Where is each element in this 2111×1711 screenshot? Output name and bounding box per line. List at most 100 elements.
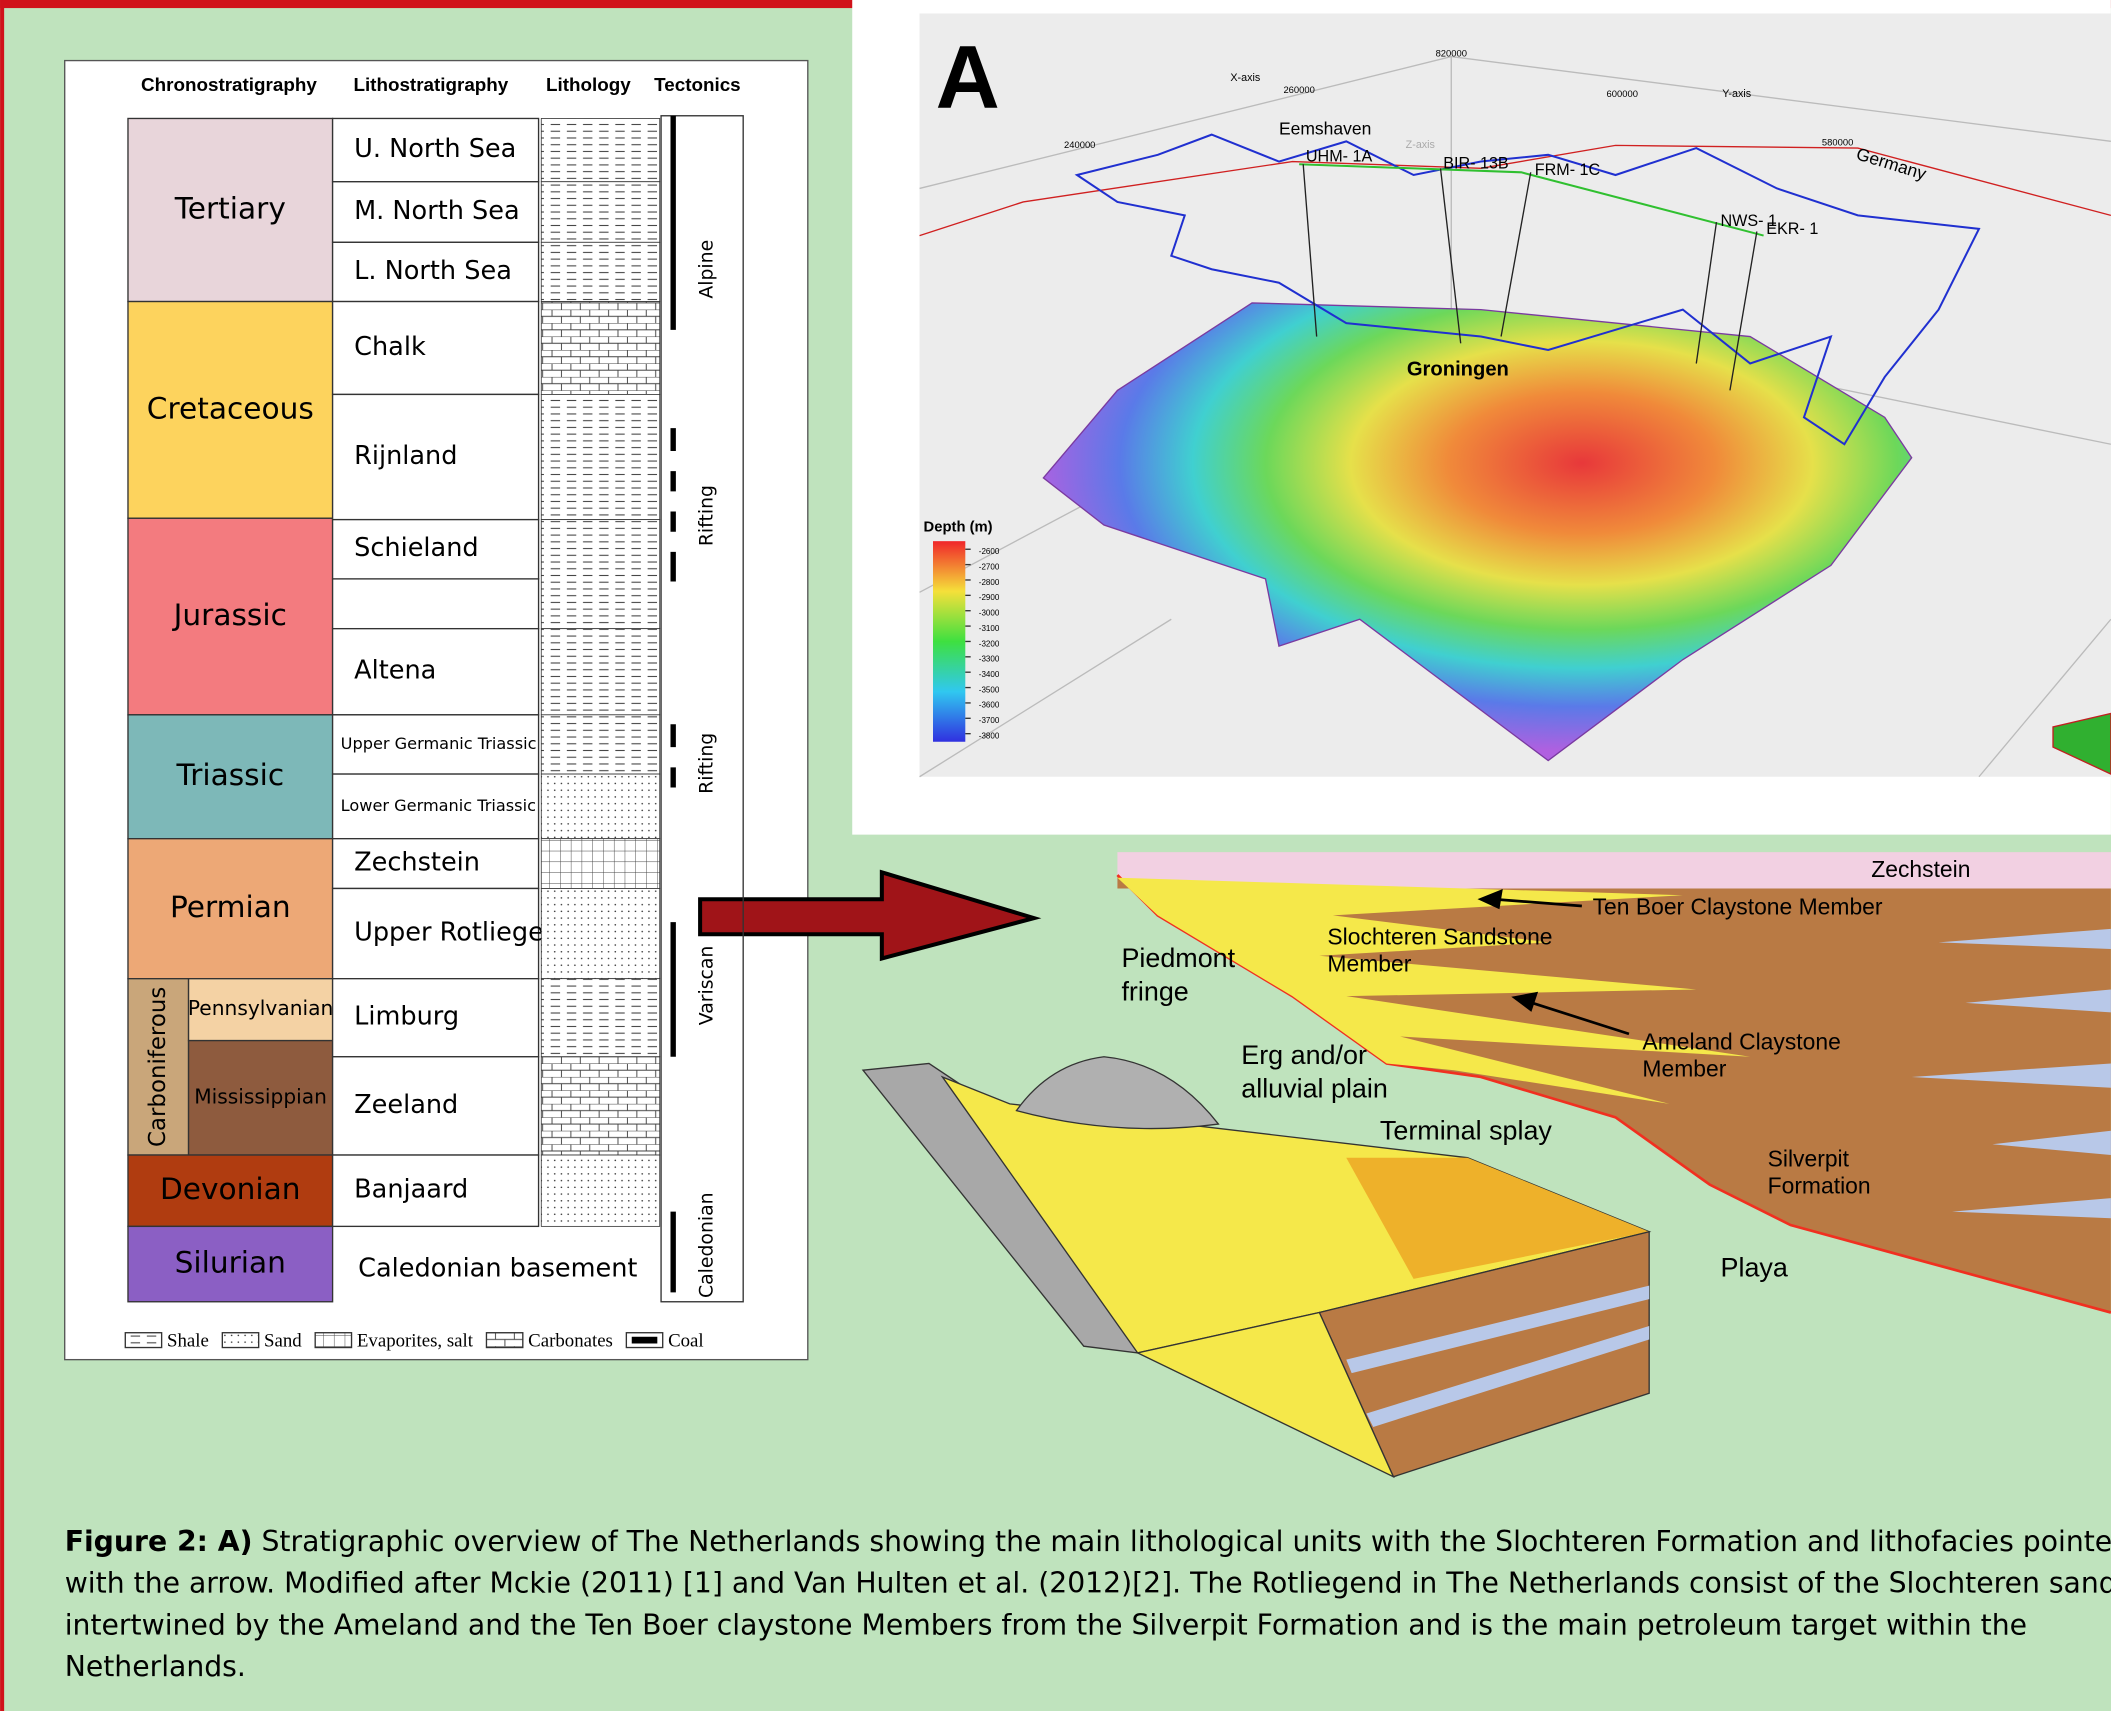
lithology [541,888,659,978]
diagram-label: alluvial plain [1241,1074,1388,1104]
period-label: Mississippian [194,1084,327,1108]
tectonic-label: Variscan [696,946,717,1026]
formation-label: Rijnland [354,441,457,471]
colorbar-label: -3200 [979,639,1000,648]
column-header: Lithostratigraphy [353,74,508,95]
legend-label: Carbonates [528,1330,613,1351]
lithology [541,118,659,181]
axis-label: Y-axis [1722,88,1751,100]
legend-coal [632,1337,658,1344]
formation-label: Limburg [354,1002,459,1032]
colorbar-label: -3600 [979,701,1000,710]
legend-swatch [222,1333,258,1348]
place-label: Eemshaven [1279,119,1371,139]
lithology [541,520,659,629]
formation-label: Banjaard [354,1175,468,1205]
legend-swatch [486,1333,522,1348]
diagram-label: Slochteren Sandstone [1327,923,1552,949]
diagram-label: Erg and/or [1241,1040,1367,1070]
caption-label: Figure 2: A) [65,1525,253,1558]
diagram-label: Member [1642,1055,1726,1081]
colorbar-label: -3700 [979,716,1000,725]
lithology [541,242,659,301]
colorbar-label: -2900 [979,593,1000,602]
axis-value: 600000 [1607,88,1638,99]
lithology [541,394,659,519]
lithology [541,774,659,839]
formation-label: Zechstein [354,848,480,878]
formation-label: U. North Sea [354,134,516,164]
period-label: Pennsylvanian [188,996,333,1020]
lithology [541,979,659,1057]
period-label: Carboniferous [145,987,171,1147]
diagram-label: Playa [1721,1253,1788,1283]
lithology [541,1155,659,1226]
well-label: BIR- 13B [1443,154,1508,172]
formation-label: Zeeland [354,1090,458,1120]
colorbar-label: -3400 [979,670,1000,679]
colorbar-label: -3000 [979,609,1000,618]
figure: Figure 2: A) Stratigraphic overview of T… [0,0,2111,1711]
legend-swatch [125,1333,161,1348]
panel-label: A [936,28,1000,127]
caption-line: intertwined by the Ameland and the Ten B… [65,1608,2027,1641]
colorbar [933,541,965,742]
diagram-label: Piedmont [1121,943,1235,973]
axis-value: 580000 [1822,136,1853,147]
formation-label: Lower Germanic Triassic [341,796,536,815]
diagram-label: Ten Boer Claystone Member [1593,894,1883,920]
period-label: Cretaceous [147,391,314,425]
tectonic-label: Alpine [696,240,717,299]
colorbar-label: -3300 [979,655,1000,664]
period-label: Triassic [175,758,284,792]
caption-text: Stratigraphic overview of The Netherland… [262,1525,2111,1558]
axis-value: 260000 [1283,84,1314,95]
caption-line: with the arrow. Modified after Mckie (20… [65,1567,2111,1600]
formation-label: Altena [354,656,436,686]
colorbar-label: -2600 [979,547,1000,556]
page: Figure 2 html,body{margin:0;padding:0;wi… [0,0,2111,1711]
legend-label: Evaporites, salt [357,1330,474,1351]
legend-label: Coal [668,1330,704,1351]
colorbar-label: -2700 [979,562,1000,571]
diagram-label: Formation [1768,1172,1871,1198]
diagram-label: Ameland Claystone [1642,1028,1840,1054]
period-label: Jurassic [172,598,287,632]
lithology [541,629,659,715]
diagram-label: Silverpit [1768,1145,1850,1171]
tectonic-label: Rifting [696,485,717,546]
formation-label: M. North Sea [354,196,520,226]
tectonic-label: Rifting [696,733,717,794]
column-header: Chronostratigraphy [141,74,317,95]
colorbar-label: -3500 [979,685,1000,694]
formation-label: Chalk [354,332,426,362]
diagram-label: Member [1327,950,1411,976]
tectonic-label: Caledonian [696,1192,717,1298]
axis-value: 820000 [1436,48,1467,59]
legend-label: Shale [167,1330,209,1351]
colorbar-label: -3800 [979,731,1000,740]
diagram-label: Terminal splay [1380,1115,1553,1145]
well-label: FRM- 1C [1535,161,1601,179]
legend-swatch [315,1333,351,1348]
lithology [541,839,659,889]
axis-label: Z-axis [1406,139,1435,151]
colorbar-label: -3100 [979,624,1000,633]
caption-line: Figure 2: A) Stratigraphic overview of T… [65,1525,2111,1558]
left-border [0,0,4,1711]
lithology [541,715,659,774]
colorbar-label: -2800 [979,578,1000,587]
lithology [541,182,659,243]
diagram-label: fringe [1121,977,1188,1007]
formation-gap [333,579,539,629]
period-label: Permian [170,890,291,924]
caption-line: Netherlands. [65,1650,246,1683]
diagram-label: Zechstein [1871,856,1970,882]
lithology [541,1057,659,1155]
column-header: Tectonics [654,74,741,95]
formation-label: Upper Germanic Triassic [341,734,537,753]
well-label: UHM- 1A [1306,148,1373,166]
axis-label: X-axis [1230,72,1260,84]
body: {"stratigraphy":{ "headers":["Chronostra… [0,0,2111,1711]
place-label: Groningen [1407,359,1509,381]
